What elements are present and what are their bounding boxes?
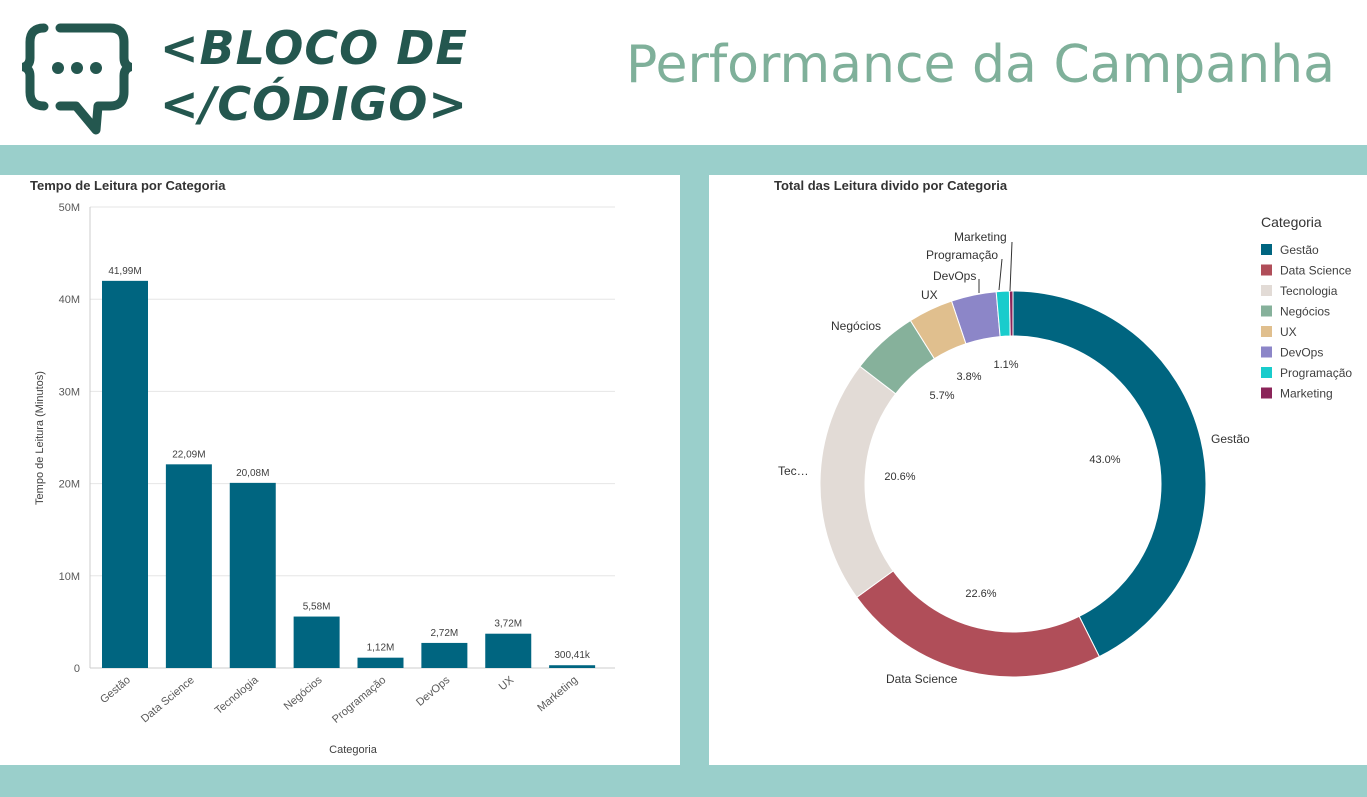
page-title: Performance da Campanha [626, 35, 1335, 95]
x-tick-label: Data Science [139, 674, 197, 725]
legend-swatch [1261, 367, 1272, 378]
slice-outer-label: Marketing [954, 230, 1007, 244]
legend-swatch [1261, 346, 1272, 358]
slice-outer-label: Data Science [886, 672, 958, 686]
slice-outer-label: Negócios [831, 319, 881, 333]
bar-value-label: 20,08M [236, 468, 269, 479]
slice-percent-label: 3.8% [956, 371, 981, 383]
x-axis-title: Categoria [329, 744, 378, 756]
donut-slice [856, 570, 1101, 678]
x-tick-label: Tecnologia [213, 674, 262, 718]
brand-line-2: </CÓDIGO> [160, 77, 468, 131]
legend-label: Programação [1280, 366, 1352, 380]
donut-chart-title: Total das Leitura divido por Categoria [774, 178, 1008, 193]
bar-value-label: 300,41k [554, 650, 591, 661]
slice-percent-label: 1.1% [993, 359, 1018, 371]
bar-value-label: 22,09M [172, 449, 205, 460]
brand-line-1: <BLOCO DE [160, 21, 468, 75]
slice-outer-label: Gestão [1211, 432, 1250, 446]
legend-swatch [1261, 244, 1272, 255]
y-tick-label: 30M [59, 386, 80, 398]
y-tick-label: 50M [59, 202, 80, 214]
leader-line [1009, 241, 1013, 292]
bar [485, 633, 532, 668]
bar-chart: 0 10M 20M 30M 40M 50M 41,99M Gestão 22,09M Data S… [34, 202, 615, 756]
bar [357, 657, 404, 668]
bar [549, 665, 596, 668]
legend-label: Gestão [1280, 243, 1319, 257]
legend-label: Tecnologia [1280, 284, 1338, 298]
slice-outer-label: UX [921, 288, 938, 302]
x-tick-label: Marketing [535, 674, 580, 714]
bar-value-label: 1,12M [367, 643, 395, 654]
slice-percent-label: 43.0% [1089, 454, 1120, 466]
bar-value-label: 2,72M [430, 628, 458, 639]
bar-chart-title: Tempo de Leitura por Categoria [30, 178, 226, 193]
slice-outer-label: Programação [926, 248, 998, 262]
brand-wordmark: <BLOCO DE </CÓDIGO> [160, 20, 468, 132]
legend-title: Categoria [1261, 214, 1322, 230]
bar-value-label: 41,99M [108, 266, 141, 277]
donut-slice [1008, 290, 1014, 337]
y-axis-title: Tempo de Leitura (Minutos) [34, 371, 46, 505]
x-tick-label: UX [497, 674, 517, 693]
bar [229, 482, 276, 668]
logo-icon [22, 23, 132, 135]
legend-swatch [1261, 285, 1272, 296]
bar [293, 616, 340, 668]
slice-percent-label: 20.6% [884, 471, 915, 483]
slice-outer-label: DevOps [933, 269, 976, 283]
x-tick-label: Programação [330, 674, 388, 726]
x-tick-label: DevOps [414, 674, 453, 709]
bar [102, 280, 148, 668]
legend-swatch [1261, 305, 1272, 317]
y-tick-label: 10M [59, 571, 80, 583]
legend-label: Data Science [1280, 264, 1352, 278]
legend-label: Marketing [1280, 387, 1333, 401]
header: <BLOCO DE </CÓDIGO> Performance da Campa… [0, 0, 1367, 145]
slice-percent-label: 5.7% [929, 390, 954, 402]
y-tick-label: 0 [74, 663, 80, 675]
x-tick-label: Negócios [282, 674, 325, 713]
bar-value-label: 5,58M [303, 602, 331, 613]
y-tick-label: 20M [59, 479, 80, 491]
bar-value-label: 3,72M [494, 619, 522, 630]
bar-chart-panel: Tempo de Leitura por Categoria 0 10M 20M 30… [0, 175, 680, 765]
x-tick-label: Gestão [98, 674, 133, 706]
slice-percent-label: 22.6% [965, 588, 996, 600]
bar [165, 464, 212, 668]
legend-label: UX [1280, 325, 1297, 339]
slice-outer-label: Tec… [778, 464, 809, 478]
bar [421, 642, 468, 668]
legend-label: Negócios [1280, 305, 1330, 319]
legend-swatch [1261, 264, 1272, 276]
y-tick-label: 40M [59, 294, 80, 306]
donut-slice [1012, 290, 1207, 658]
legend-swatch [1261, 387, 1272, 399]
donut-chart-panel: Total das Leitura divido por Categoria 4… [709, 175, 1367, 765]
legend-swatch [1261, 326, 1272, 337]
leader-line [998, 258, 1003, 291]
donut-chart: 43.0% 22.6% 20.6% 5.7%3.8% 1.1% Gestão Data Sc… [778, 214, 1352, 686]
legend-label: DevOps [1280, 346, 1323, 360]
